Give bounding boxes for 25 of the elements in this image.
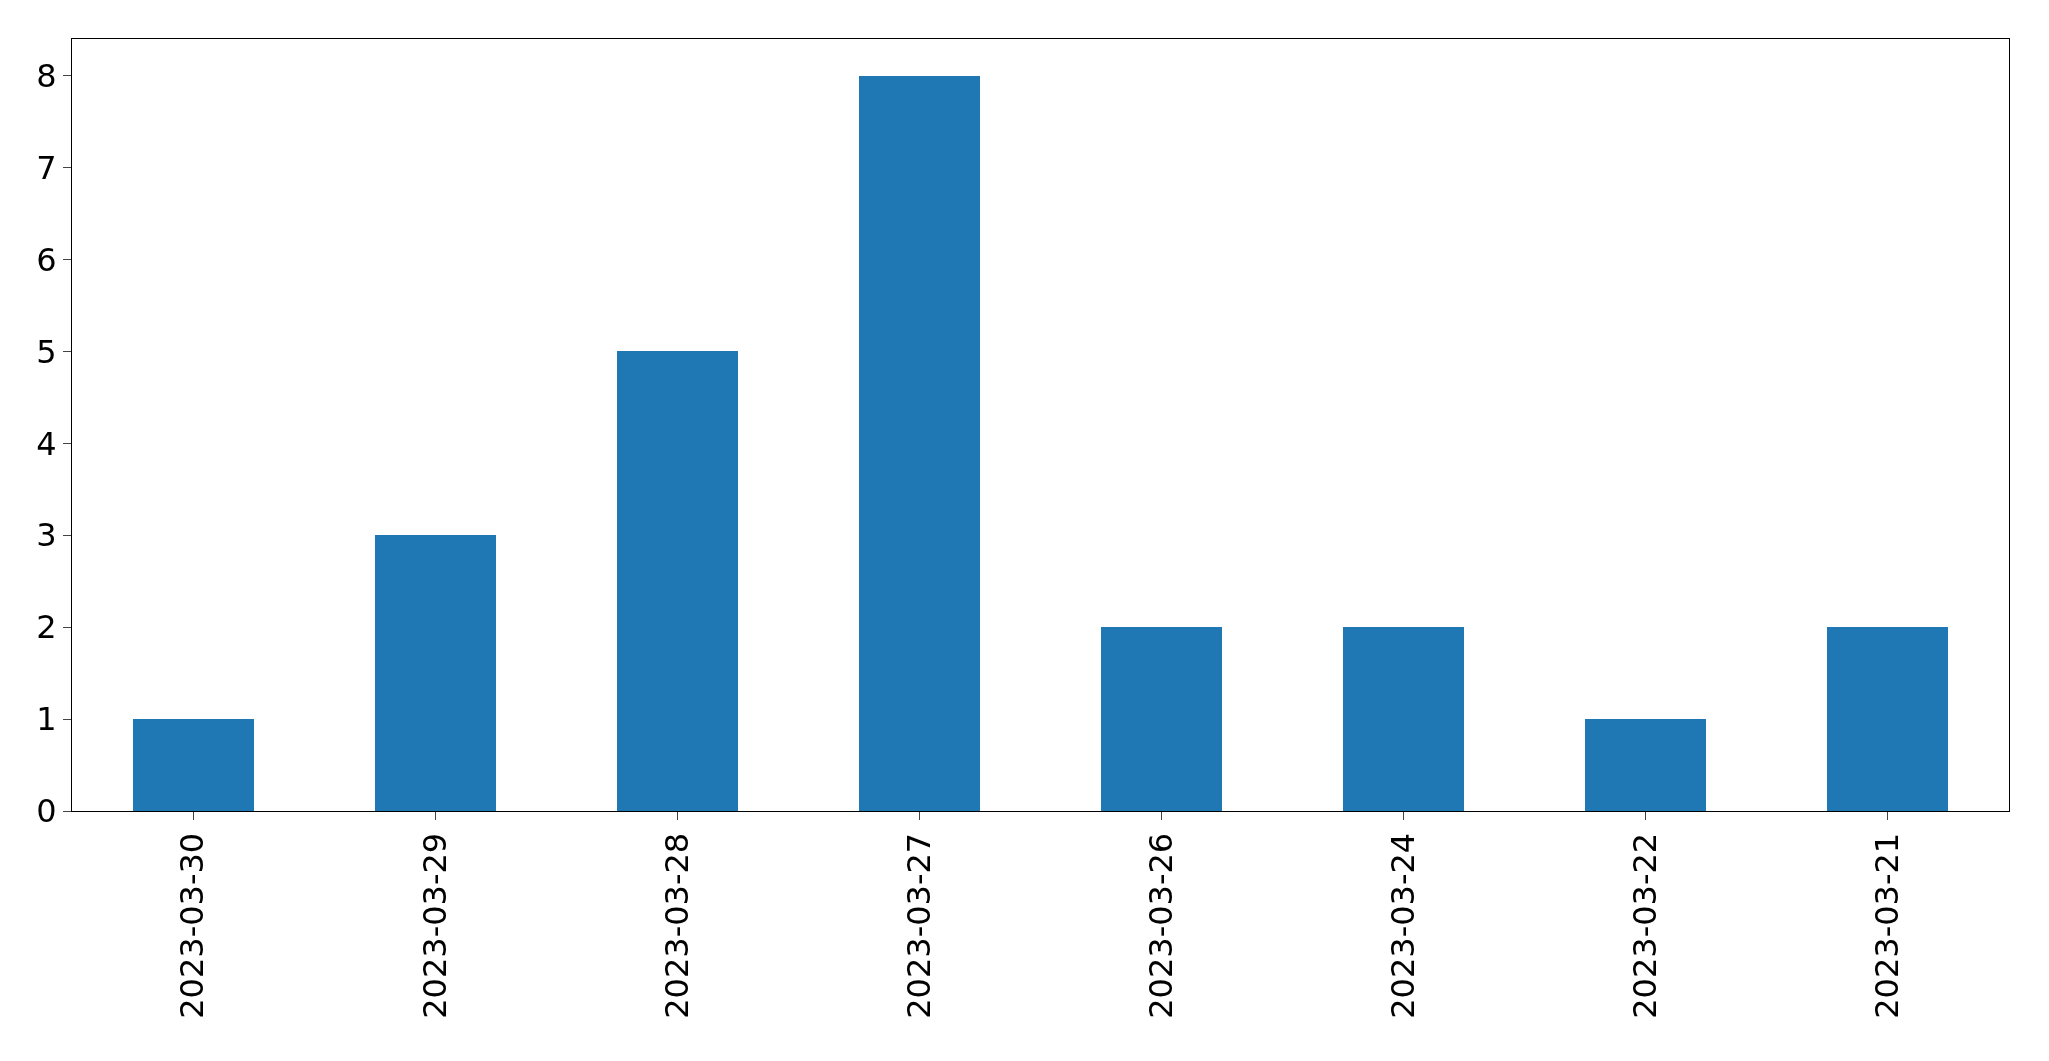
y-tick-label: 4 bbox=[36, 424, 57, 463]
y-tick-label: 7 bbox=[36, 148, 57, 187]
x-tick-label: 2023-03-29 bbox=[415, 832, 454, 1019]
x-tick-label: 2023-03-28 bbox=[657, 832, 696, 1019]
bar bbox=[1343, 627, 1464, 811]
x-tick-label: 2023-03-27 bbox=[899, 832, 938, 1019]
bar bbox=[1101, 627, 1222, 811]
y-tick-label: 0 bbox=[36, 792, 57, 831]
y-tick-label: 3 bbox=[36, 516, 57, 555]
y-tick-label: 8 bbox=[36, 56, 57, 95]
y-tick-label: 6 bbox=[36, 240, 57, 279]
y-tick-label: 1 bbox=[36, 700, 57, 739]
y-tick-label: 5 bbox=[36, 332, 57, 371]
x-tick-label: 2023-03-26 bbox=[1141, 832, 1180, 1019]
bar bbox=[1827, 627, 1948, 811]
bar bbox=[617, 351, 738, 811]
x-tick-label: 2023-03-22 bbox=[1626, 832, 1665, 1019]
bar bbox=[375, 535, 496, 811]
x-tick-label: 2023-03-30 bbox=[173, 832, 212, 1019]
x-tick-label: 2023-03-21 bbox=[1868, 832, 1907, 1019]
bar bbox=[1585, 719, 1706, 811]
x-tick-label: 2023-03-24 bbox=[1384, 832, 1423, 1019]
bar bbox=[859, 76, 980, 811]
y-tick-label: 2 bbox=[36, 608, 57, 647]
bar bbox=[133, 719, 254, 811]
